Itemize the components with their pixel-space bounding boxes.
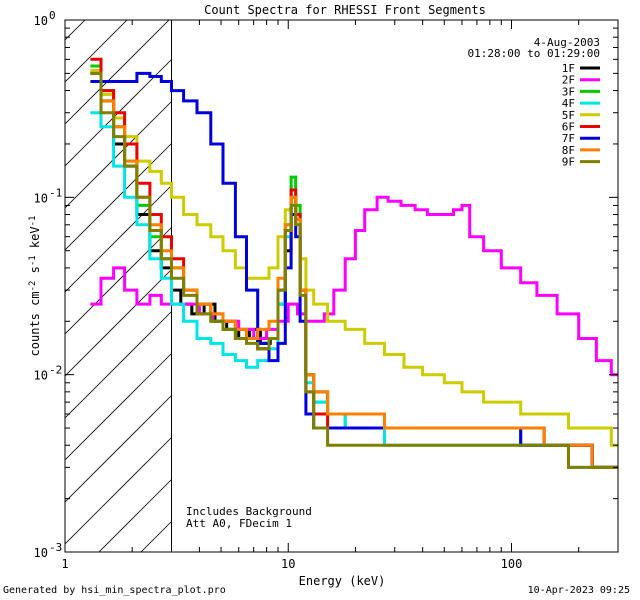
legend-label-8F: 8F: [562, 144, 575, 157]
hatch-line: [140, 521, 172, 552]
hatch-line: [98, 479, 172, 552]
date-label: 4-Aug-2003: [534, 36, 600, 49]
chart-title: Count Spectra for RHESSI Front Segments: [204, 3, 486, 17]
x-axis-label: Energy (keV): [299, 574, 386, 588]
legend-label-4F: 4F: [562, 97, 575, 110]
series-line-9F: [90, 71, 618, 469]
hatch-line: [65, 395, 172, 503]
legend-label-5F: 5F: [562, 109, 575, 122]
plot-frame: [64, 19, 619, 553]
series-line-8F: [90, 71, 618, 469]
time-range-label: 01:28:00 to 01:29:00: [468, 47, 600, 60]
generated-by: Generated by hsi_min_spectra_plot.pro: [3, 585, 226, 596]
hatch-line: [65, 143, 172, 251]
y-axis-label: counts cm-2 s-1 keV-1: [28, 216, 42, 357]
legend-label-2F: 2F: [562, 74, 575, 87]
series-line-6F: [90, 57, 618, 469]
y-tick-label: 10: [34, 369, 48, 383]
footer-date: 10-Apr-2023 09:25: [527, 585, 630, 596]
legend-label-7F: 7F: [562, 132, 575, 145]
hatch-line: [65, 311, 172, 419]
y-tick-exponent: -3: [49, 541, 62, 554]
y-tick-exponent: -1: [49, 186, 62, 199]
hatch-line: [65, 20, 128, 83]
hatch-line: [65, 101, 172, 209]
x-tick-label: 10: [281, 557, 295, 571]
legend-label-6F: 6F: [562, 121, 575, 134]
note-background: Includes Background: [186, 505, 312, 518]
legend-label-1F: 1F: [562, 62, 575, 75]
y-tick-label: 10: [34, 546, 48, 560]
series-line-2F: [90, 195, 618, 377]
legend-label-3F: 3F: [562, 85, 575, 98]
hatch-line: [65, 269, 172, 377]
hatch-line: [65, 227, 172, 335]
hatch-line: [65, 185, 172, 293]
hatch-line: [65, 353, 172, 461]
series-line-1F: [90, 71, 618, 469]
hatch-line: [65, 20, 86, 41]
hatch-line: [65, 437, 172, 545]
y-tick-exponent: 0: [49, 9, 56, 22]
x-tick-label: 1: [61, 557, 68, 571]
series-line-7F: [90, 71, 618, 469]
y-tick-exponent: -2: [49, 364, 62, 377]
hatch-region: [65, 20, 173, 552]
y-tick-label: 10: [34, 191, 48, 205]
y-tick-label: 10: [34, 14, 48, 28]
x-tick-label: 100: [501, 557, 523, 571]
legend-label-9F: 9F: [562, 156, 575, 169]
series-group: [90, 57, 618, 469]
note-attenuator: Att A0, FDecim 1: [186, 517, 292, 530]
hatch-line: [65, 20, 170, 125]
